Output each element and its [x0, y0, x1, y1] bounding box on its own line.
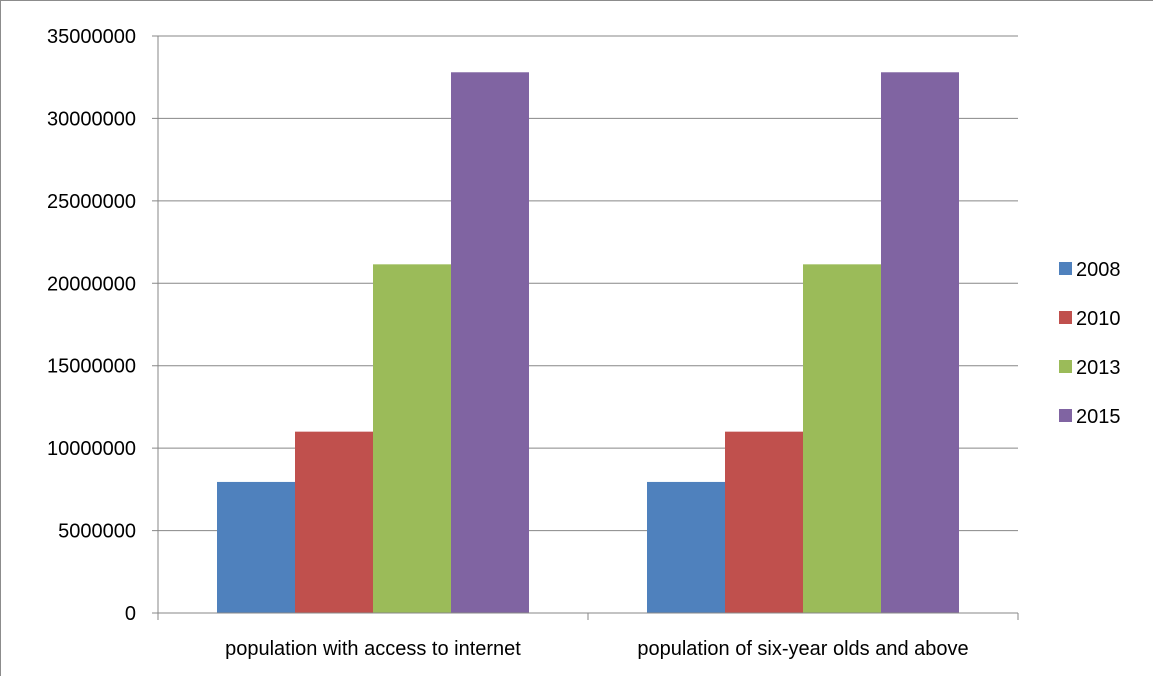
legend-label-2015: 2015 — [1076, 406, 1121, 428]
y-tick-label: 35000000 — [47, 26, 136, 48]
y-tick-label: 15000000 — [47, 356, 136, 378]
bars — [217, 72, 959, 614]
bar-2015-2 — [881, 72, 959, 614]
y-tick-label: 25000000 — [47, 191, 136, 213]
bar-2010-1 — [295, 431, 373, 613]
legend-swatch-2015 — [1059, 409, 1072, 422]
x-category-label: population with access to internet — [225, 638, 521, 660]
legend-swatch-2010 — [1059, 311, 1072, 324]
bar-2013-2 — [803, 264, 881, 613]
x-category-label: population of six-year olds and above — [637, 638, 968, 660]
y-tick-label: 0 — [125, 603, 136, 625]
y-tick-label: 5000000 — [58, 521, 136, 543]
y-tick-label: 30000000 — [47, 108, 136, 130]
x-axis-labels: population with access to internet popula… — [225, 638, 969, 660]
bar-2013-1 — [373, 264, 451, 613]
legend-label-2010: 2010 — [1076, 308, 1121, 330]
legend-label-2008: 2008 — [1076, 259, 1121, 281]
legend-label-2013: 2013 — [1076, 357, 1121, 379]
legend-swatch-2013 — [1059, 360, 1072, 373]
bar-2008-2 — [647, 481, 725, 613]
y-tick-label: 10000000 — [47, 438, 136, 460]
bar-2010-2 — [725, 431, 803, 613]
axes — [152, 36, 1019, 620]
legend-swatch-2008 — [1059, 262, 1072, 275]
y-axis-ticks: 0 5000000 10000000 15000000 20000000 25000000… — [47, 26, 136, 625]
bar-2008-1 — [217, 481, 295, 613]
y-tick-label: 20000000 — [47, 273, 136, 295]
legend: 2008 2010 2013 2015 — [1059, 259, 1121, 428]
bar-2015-1 — [451, 72, 529, 614]
